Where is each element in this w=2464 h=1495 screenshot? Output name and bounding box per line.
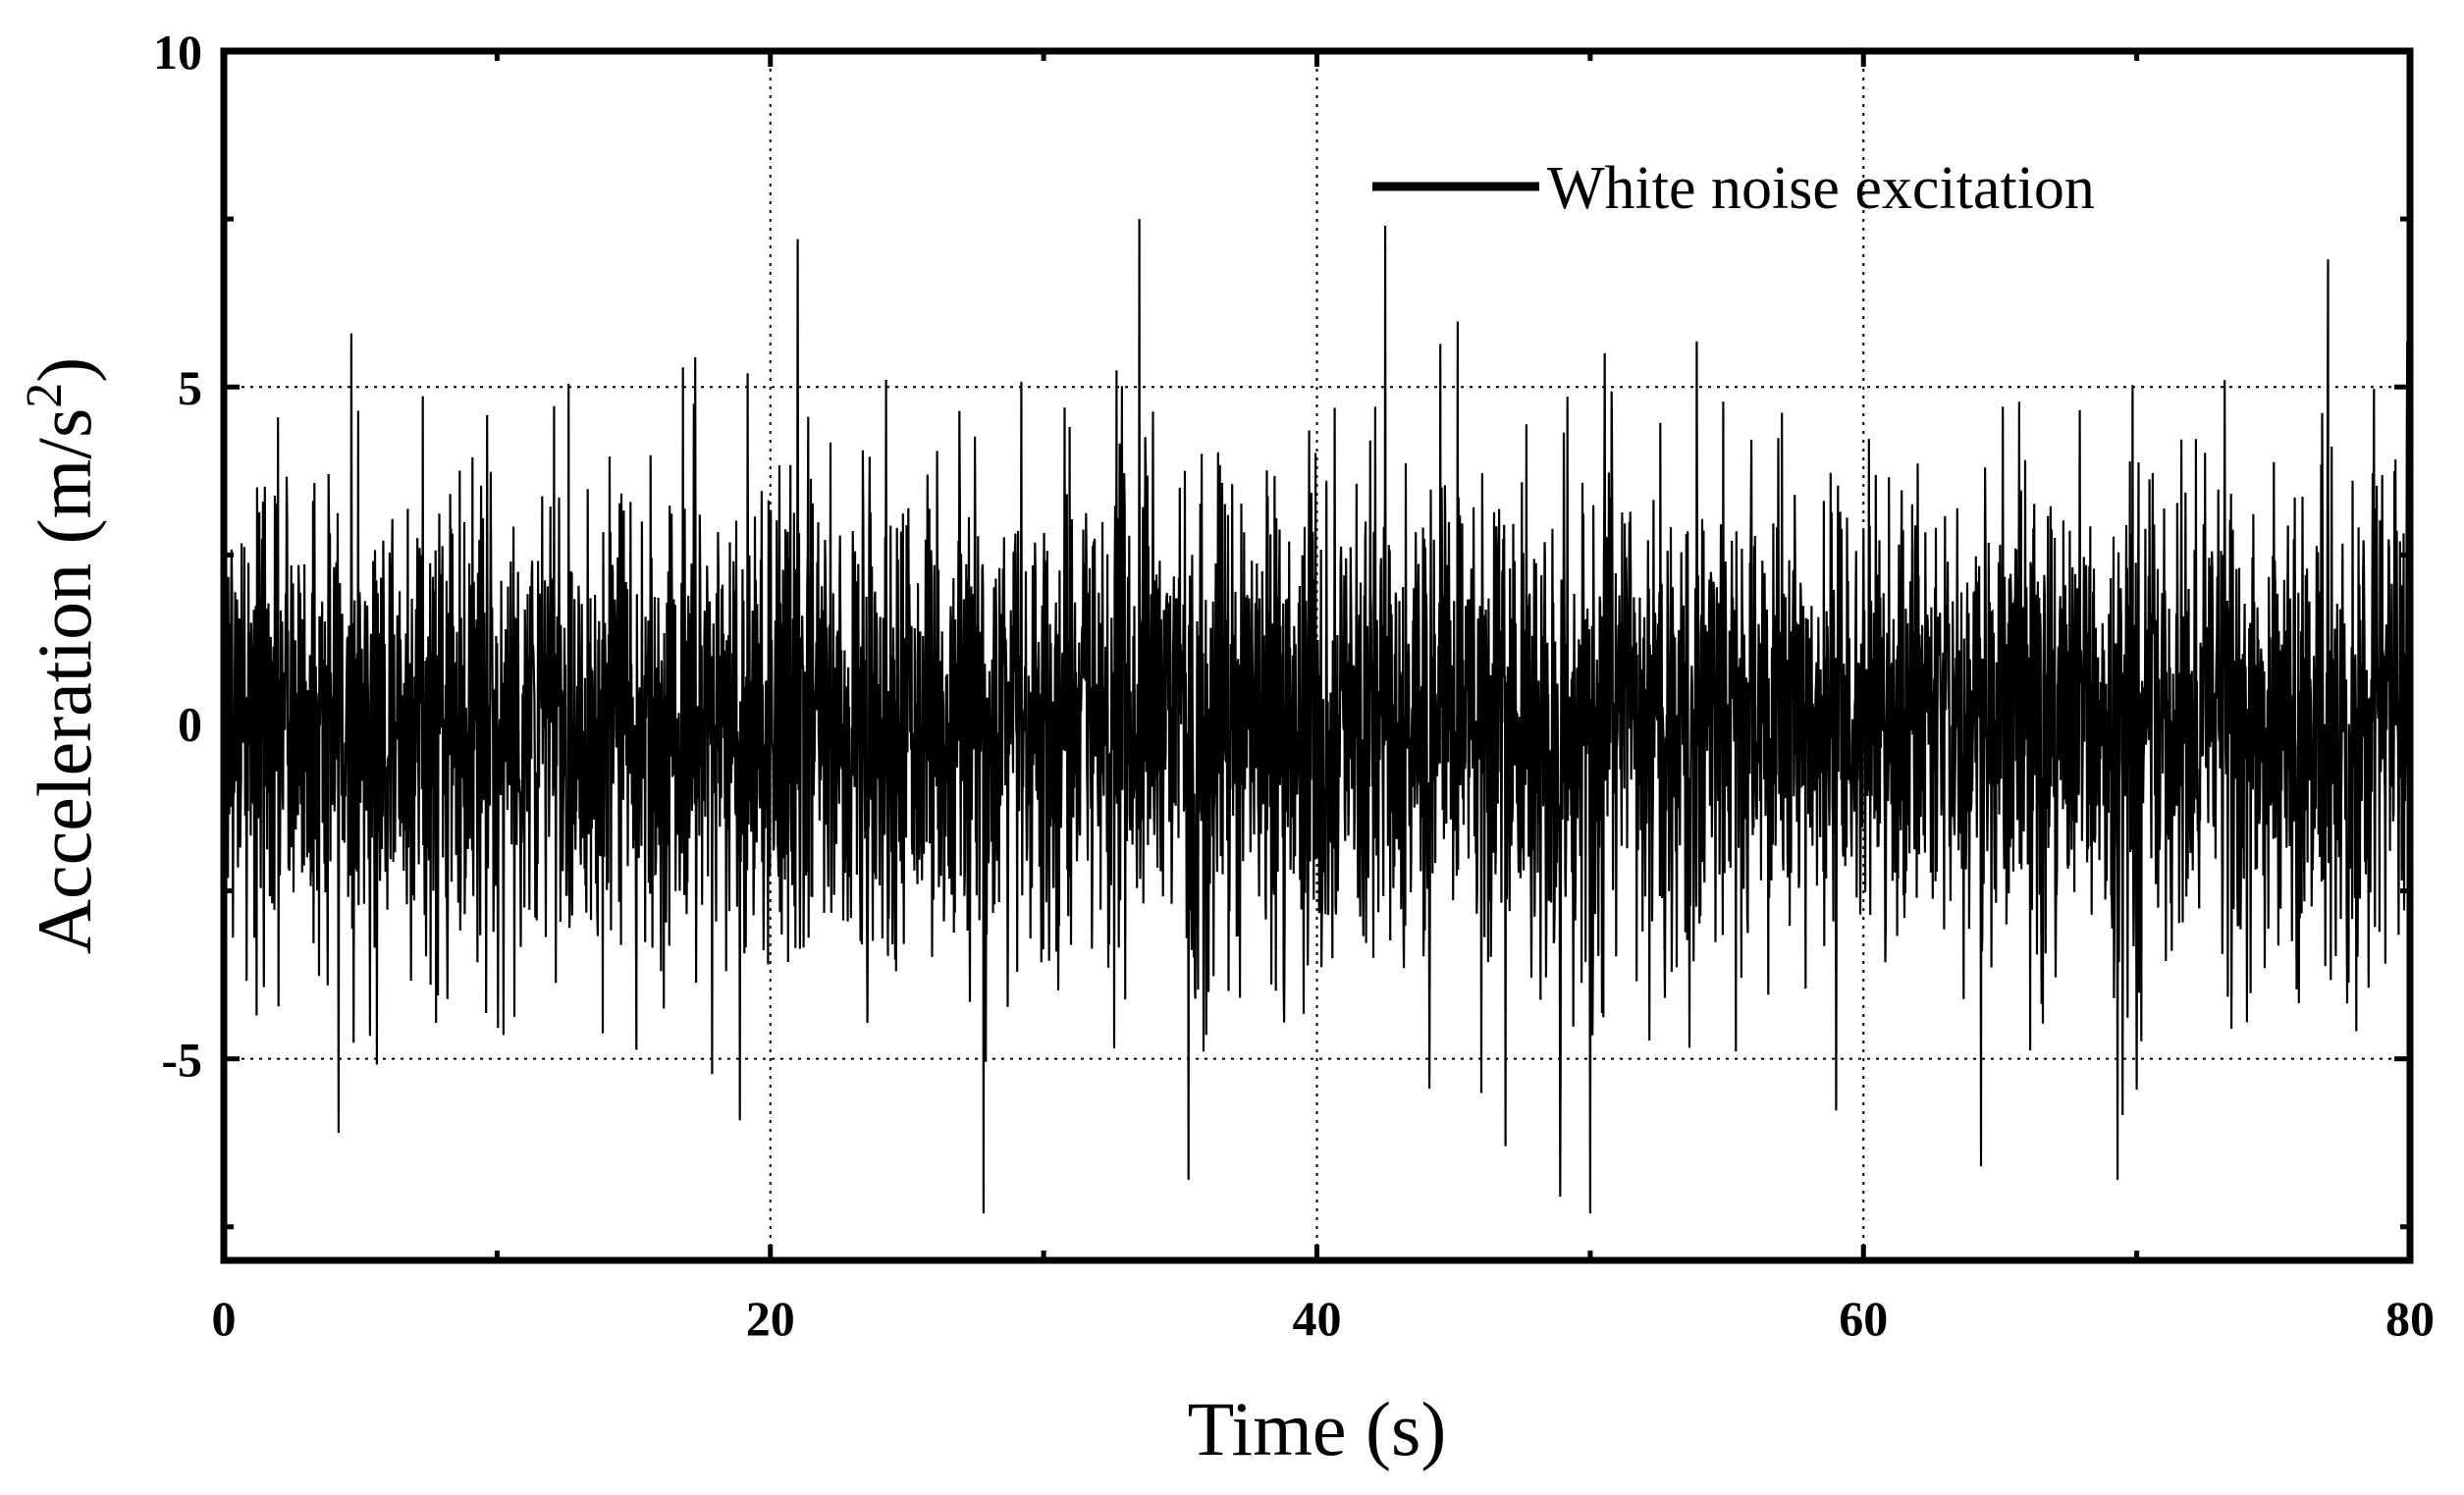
legend-label: White noise excitation: [1547, 155, 2095, 222]
y-tick-label: 0: [178, 696, 202, 751]
signal-series: [222, 219, 2412, 1214]
x-tick-label: 20: [746, 1291, 795, 1346]
grid-lines: [224, 51, 2410, 1260]
y-axis-title-superscript: 2: [17, 383, 73, 408]
y-tick-label: -5: [161, 1033, 202, 1088]
x-tick-label: 0: [212, 1291, 237, 1346]
x-tick-label: 80: [2385, 1291, 2435, 1346]
y-axis-title-main: Acceleration (m/s: [22, 408, 107, 955]
y-tick-label: 10: [153, 25, 202, 80]
y-tick-label: 5: [178, 360, 202, 415]
y-axis-title: Acceleration (m/s2): [17, 357, 107, 955]
legend: White noise excitation: [1372, 155, 2095, 222]
signal-line: [222, 219, 2412, 1214]
axis-ticks: [221, 48, 2413, 1260]
x-tick-label: 40: [1293, 1291, 1342, 1346]
x-axis-title: Time (s): [1188, 1386, 1447, 1471]
axis-tick-labels: 0 20 40 60 80 -5 0 5 10: [153, 25, 2435, 1346]
x-tick-label: 60: [1839, 1291, 1888, 1346]
y-axis-title-close: ): [22, 357, 107, 383]
